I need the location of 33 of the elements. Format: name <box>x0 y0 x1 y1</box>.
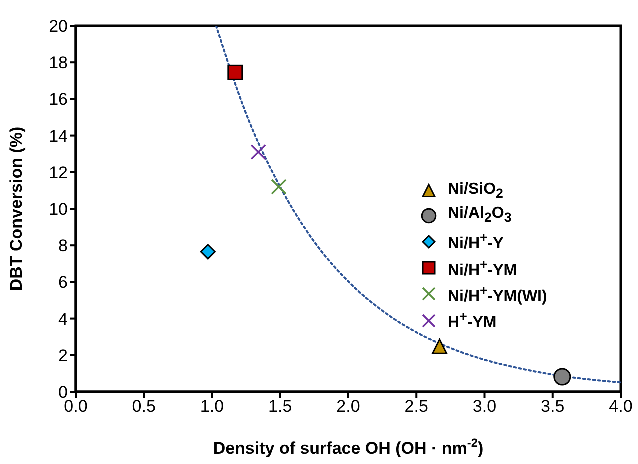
y-tick-label: 18 <box>49 54 68 73</box>
x-tick-label: 3.0 <box>472 397 497 416</box>
legend-label: H$^{+}$-YM <box>448 308 497 334</box>
point <box>200 244 216 260</box>
y-tick-label: 10 <box>49 200 68 220</box>
x-tick-label: 1.5 <box>268 397 292 416</box>
x-axis-title: Density of surface OH (OH · nm$^{-2}$) <box>213 436 484 458</box>
y-tick-label: 2 <box>58 346 68 366</box>
legend-label: Ni/SiO$_{2}$ <box>448 180 504 204</box>
legend-label: Ni/H$^{+}$-Y <box>448 229 504 255</box>
x-tick-label: 4.0 <box>609 397 633 416</box>
y-axis-title: DBT Conversion (%) <box>6 126 26 292</box>
point <box>250 144 266 160</box>
point <box>554 368 572 386</box>
legend-label: Ni/H$^{+}$-YM(WI) <box>448 282 548 308</box>
x-tick-label: 1.0 <box>200 397 224 416</box>
y-tick-label: 14 <box>49 126 68 146</box>
y-tick-label: 4 <box>58 310 68 329</box>
point <box>271 179 287 195</box>
x-tick-label: 2.0 <box>336 397 360 416</box>
legend-label: Ni/Al$_{2}$O$_{3}$ <box>448 204 512 228</box>
y-tick-label: 16 <box>49 90 68 110</box>
y-tick-label: 12 <box>49 163 68 182</box>
point <box>432 338 448 354</box>
y-tick-label: 6 <box>58 273 68 292</box>
point <box>228 64 244 80</box>
x-tick-label: 0.5 <box>132 397 156 416</box>
y-tick-label: 20 <box>49 17 68 36</box>
x-tick-label: 3.5 <box>541 397 565 416</box>
x-tick-label: 0.0 <box>64 397 88 416</box>
legend-label: Ni/H$^{+}$-YM <box>448 256 518 282</box>
y-tick-label: 8 <box>58 236 68 256</box>
x-tick-label: 2.5 <box>404 397 428 416</box>
